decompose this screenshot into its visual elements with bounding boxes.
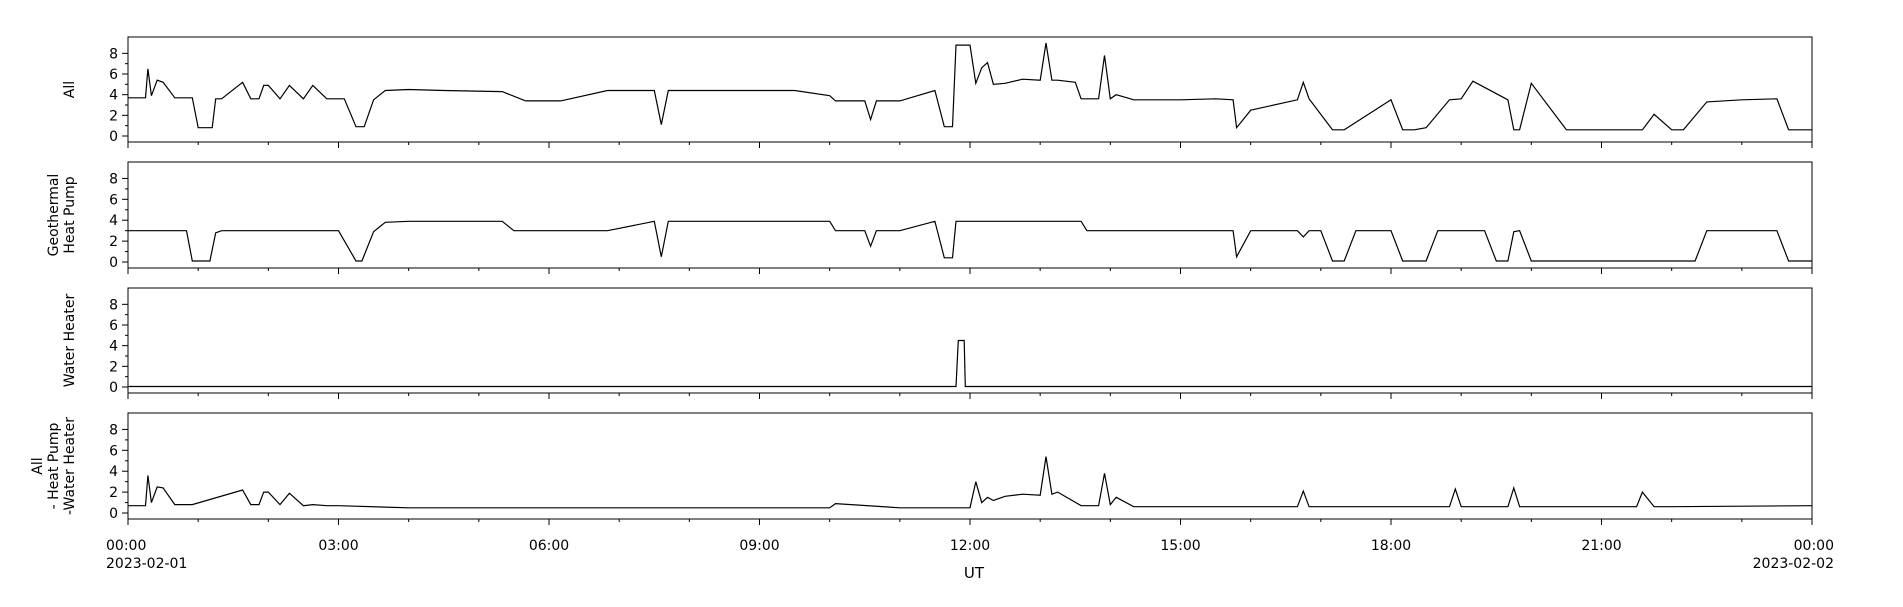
x-tick-label: 06:00 <box>529 538 569 554</box>
series-line <box>128 456 1813 509</box>
x-tick-label: 09:00 <box>739 538 779 554</box>
y-tick-label: 4 <box>109 339 118 355</box>
x-tick-label: 03:00 <box>318 538 358 554</box>
x-tick-label: 15:00 <box>1160 538 1200 554</box>
y-tick-label: 6 <box>109 67 118 83</box>
x-date-label: 2023-02-01 <box>106 556 187 572</box>
panel-frame <box>127 287 1813 394</box>
y-tick-label: 6 <box>109 443 118 459</box>
y-tick-label: 8 <box>109 297 118 313</box>
y-axis-label: All <box>30 457 46 474</box>
panel-frame <box>127 36 1813 143</box>
series-line <box>128 42 1812 131</box>
y-axis-label: Heat Pump <box>62 176 78 253</box>
y-tick-label: 8 <box>109 46 118 62</box>
chart-panels: 0 2 4 6 8 All 0 2 4 6 8 Geothermal Heat Pump 0 2 4 6 8 Wat… <box>30 36 1813 525</box>
y-tick-label: 2 <box>109 234 118 250</box>
y-tick-label: 0 <box>109 506 118 522</box>
y-tick-label: 8 <box>109 422 118 438</box>
panel-3: 0 2 4 6 8 Water Heater <box>62 287 1813 399</box>
x-date-label: 2023-02-02 <box>1753 556 1834 572</box>
y-axis-label: -Water Heater <box>62 417 78 515</box>
x-tick-label: 00:00 <box>1794 538 1834 554</box>
y-tick-label: 0 <box>109 380 118 396</box>
panel-frame <box>127 412 1813 520</box>
y-tick-label: 2 <box>109 485 118 501</box>
y-tick-label: 2 <box>109 108 118 124</box>
x-tick-label: 12:00 <box>950 538 990 554</box>
y-axis-label: Water Heater <box>62 294 78 388</box>
panel-frame <box>127 161 1813 269</box>
panel-2: 0 2 4 6 8 Geothermal Heat Pump <box>46 161 1813 274</box>
y-tick-label: 4 <box>109 464 118 480</box>
y-axis-label: - Heat Pump <box>46 423 62 510</box>
series-line <box>128 220 1812 262</box>
series-line <box>128 339 1812 388</box>
y-tick-label: 0 <box>109 255 118 271</box>
y-tick-label: 6 <box>109 318 118 334</box>
x-axis: 00:00 2023-02-01 03:00 06:00 09:00 12:00 15:00… <box>106 538 1834 572</box>
y-tick-label: 2 <box>109 359 118 375</box>
y-tick-label: 4 <box>109 213 118 229</box>
y-axis-label: All <box>62 81 78 98</box>
y-tick-label: 8 <box>109 171 118 187</box>
x-tick-label: 18:00 <box>1371 538 1411 554</box>
x-tick-label: 21:00 <box>1581 538 1621 554</box>
x-axis-label: UT <box>964 564 985 582</box>
y-tick-label: 0 <box>109 129 118 145</box>
y-tick-label: 4 <box>109 88 118 104</box>
x-tick-label: 00:00 <box>106 538 146 554</box>
panel-4: 0 2 4 6 8 All - Heat Pump -Water Heater <box>30 412 1813 525</box>
y-axis-label: Geothermal <box>46 174 62 257</box>
y-tick-label: 6 <box>109 192 118 208</box>
panel-1: 0 2 4 6 8 All <box>62 36 1813 148</box>
